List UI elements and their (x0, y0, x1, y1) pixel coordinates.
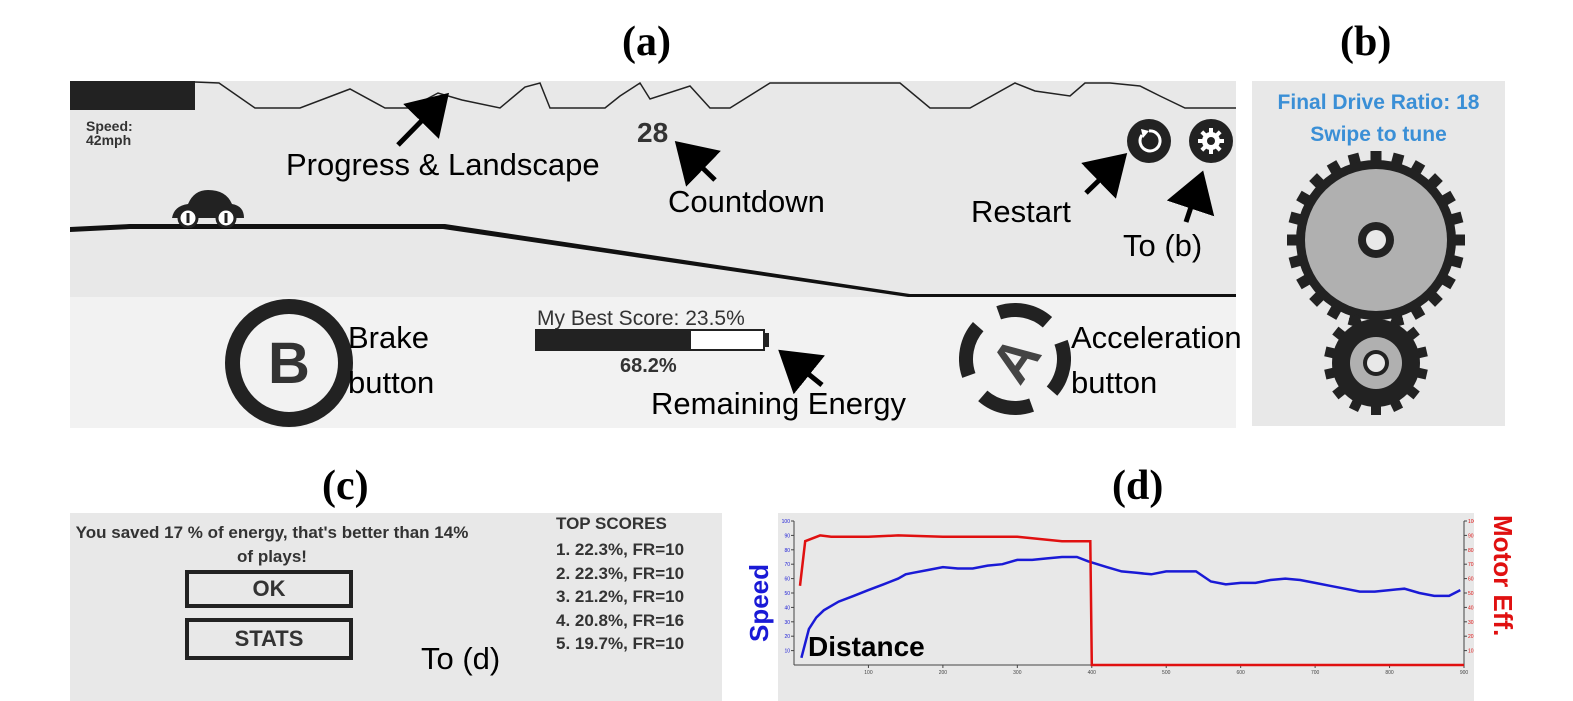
chart-xtick-label: 600 (1236, 670, 1245, 676)
results-screen: You saved 17 % of energy, that's better … (70, 513, 722, 701)
gear-tooth (1454, 234, 1465, 246)
ok-button[interactable]: OK (185, 570, 353, 608)
gear-assembly-icon (1287, 151, 1465, 415)
chart-ytick-label-left: 70 (784, 562, 790, 568)
final-drive-ratio: Final Drive Ratio: 18 (1277, 91, 1480, 114)
chart-xtick-label: 500 (1162, 670, 1171, 676)
accelerate-button[interactable]: A (959, 300, 1071, 418)
energy-percent: 68.2% (620, 355, 677, 377)
chart-xtick-label: 400 (1088, 670, 1097, 676)
chart-series-motor-eff- (798, 534, 1464, 667)
brake-letter: B (268, 330, 310, 396)
top-score-item: 5. 19.7%, FR=10 (556, 634, 685, 653)
chart-ytick-label-left: 100 (782, 519, 791, 525)
annotation-to-b: To (b) (1123, 228, 1203, 263)
chart-ytick-label-right: 20 (1468, 634, 1474, 640)
chart-ytick-label-left: 50 (784, 591, 790, 597)
chart-xtick-label: 900 (1460, 670, 1469, 676)
accelerate-ring (959, 303, 1071, 415)
chart-ytick-label-left: 20 (784, 634, 790, 640)
stats-button[interactable]: STATS (185, 618, 353, 660)
restart-icon (1138, 129, 1162, 153)
chart-xtick-label: 100 (864, 670, 873, 676)
speed-readout: Speed: 42mph (86, 119, 133, 147)
chart-ytick-label-left: 30 (784, 620, 790, 626)
annotation-restart: Restart (971, 194, 1071, 229)
chart-ytick-label-right: 100 (1468, 519, 1474, 525)
stats-chart-panel: 10 10 20 20 30 30 40 40 50 50 60 60 70 70 80 80 90 90 100 1… (778, 513, 1474, 701)
annotation-remaining-energy: Remaining Energy (651, 386, 907, 421)
chart-ytick-label-left: 60 (784, 577, 790, 583)
chart-xtick-label: 200 (939, 670, 948, 676)
chart-ytick-label-left: 10 (784, 649, 790, 655)
annotation-brake-line2: button (348, 364, 435, 400)
panel-label-a: (a) (622, 19, 671, 65)
chart-ylabel-right: Motor Eff. (1488, 515, 1518, 637)
gear-tooth (1287, 234, 1298, 246)
chart-ytick-label-right: 10 (1468, 649, 1474, 655)
tuning-screen[interactable]: Final Drive Ratio: 18 Swipe to tune (1252, 81, 1505, 426)
top-score-item: 3. 21.2%, FR=10 (556, 587, 685, 606)
game-screen: Speed: 42mph 28 B My Best Score: (70, 81, 1236, 428)
chart-ytick-label-right: 30 (1468, 620, 1474, 626)
chart-series-speed (800, 555, 1461, 659)
chart-ytick-label-right: 80 (1468, 548, 1474, 554)
panel-label-b: (b) (1340, 19, 1392, 65)
chart-xtick-label: 800 (1385, 670, 1394, 676)
chart-xtick-label: 300 (1013, 670, 1022, 676)
car-icon (172, 190, 244, 228)
progress-bar (70, 81, 195, 110)
saved-message: You saved 17 % of energy, that's better … (75, 523, 469, 566)
stats-chart: 10 10 20 20 30 30 40 40 50 50 60 60 70 70 80 80 90 90 100 1… (782, 519, 1474, 676)
annotation-brake-line1: Brake (348, 320, 429, 355)
chart-ytick-label-right: 60 (1468, 577, 1474, 583)
annotation-to-d: To (d) (421, 641, 501, 676)
chart-xlabel: Distance (808, 631, 925, 662)
gear-tooth (1371, 311, 1381, 321)
top-score-item: 4. 20.8%, FR=16 (556, 610, 685, 630)
top-score-item: 2. 22.3%, FR=10 (556, 563, 685, 583)
annotation-accel-line2: button (1071, 364, 1158, 400)
gear-tooth (1371, 405, 1381, 415)
chart-ytick-label-right: 40 (1468, 605, 1474, 611)
chart-ytick-label-left: 40 (784, 605, 790, 611)
energy-bar (535, 329, 769, 351)
annotation-countdown: Countdown (668, 184, 825, 219)
swipe-hint: Swipe to tune (1310, 123, 1447, 146)
top-scores-title: TOP SCORES (556, 514, 667, 533)
panel-label-c: (c) (322, 463, 369, 509)
speed-label: Speed: (86, 118, 133, 134)
chart-ytick-label-right: 70 (1468, 562, 1474, 568)
annotation-accel-line1: Acceleration (1071, 320, 1242, 355)
energy-fill (537, 331, 692, 349)
track-landscape (70, 81, 1236, 297)
restart-button[interactable] (1127, 119, 1171, 163)
best-score: My Best Score: 23.5% (537, 307, 745, 330)
chart-xtick-label: 700 (1311, 670, 1320, 676)
chart-ytick-label-left: 80 (784, 548, 790, 554)
annotation-acceleration: Acceleration button (1071, 316, 1242, 406)
energy-bar-cap (765, 333, 769, 347)
annotation-brake: Brake button (348, 316, 434, 406)
chart-ytick-label-right: 50 (1468, 591, 1474, 597)
chart-ylabel-left: Speed (744, 563, 774, 642)
chart-ytick-label-right: 90 (1468, 533, 1474, 539)
settings-button[interactable] (1189, 119, 1233, 163)
chart-ytick-label-left: 90 (784, 533, 790, 539)
panel-label-d: (d) (1112, 463, 1164, 509)
speed-value: 42mph (86, 132, 132, 148)
gear-tooth (1370, 151, 1382, 162)
annotation-progress: Progress & Landscape (286, 147, 600, 182)
landscape-profile (194, 81, 1236, 109)
countdown-value: 28 (637, 117, 669, 148)
top-score-item: 1. 22.3%, FR=10 (556, 540, 685, 559)
top-scores-list: 1. 22.3%, FR=10 2. 22.3%, FR=10 3. 21.2%… (556, 538, 684, 656)
gear-icon (1198, 128, 1224, 154)
